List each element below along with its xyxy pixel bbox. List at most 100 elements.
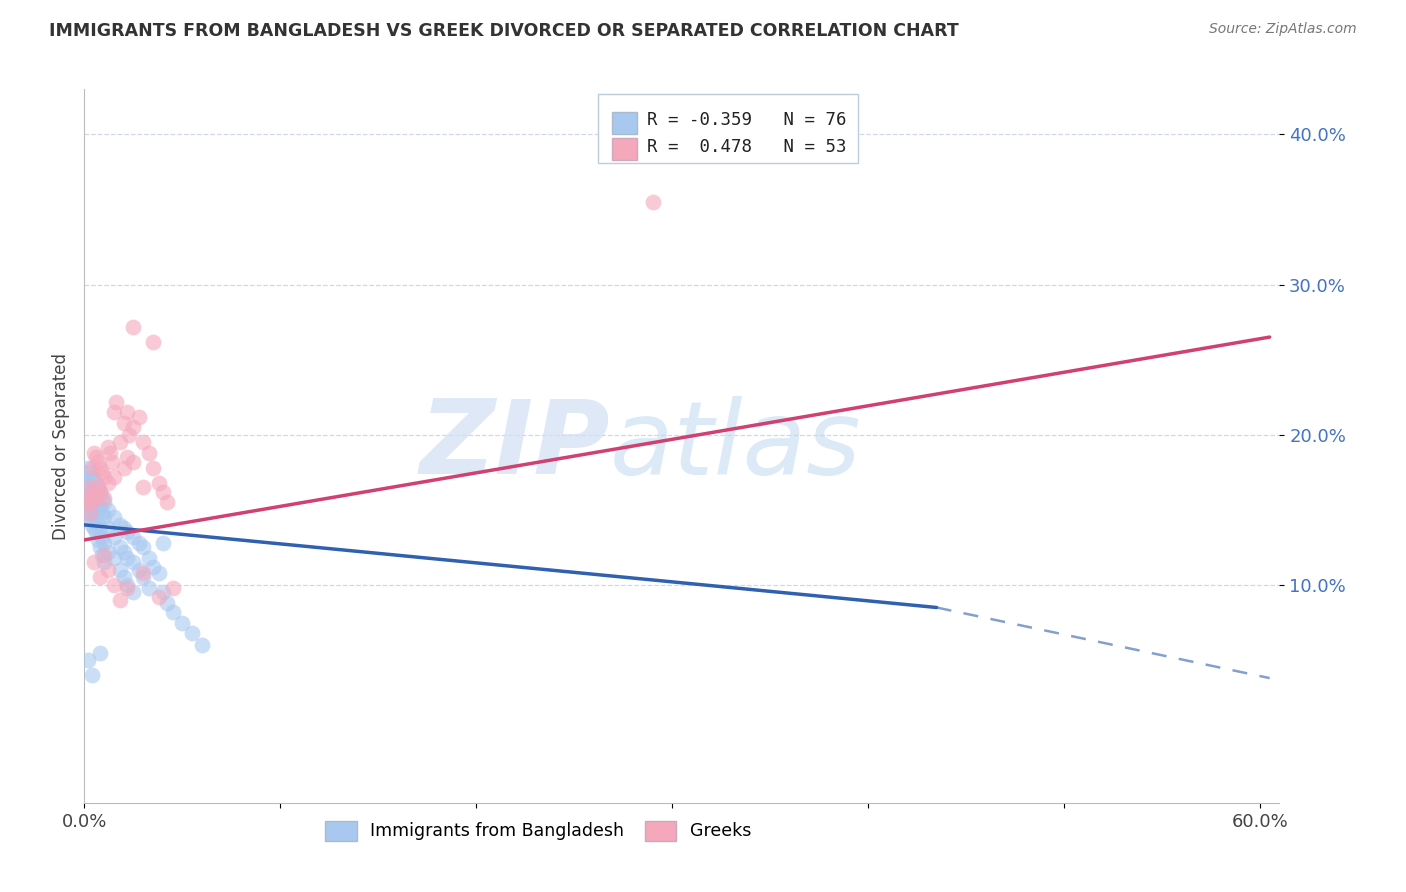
Text: ZIP: ZIP [419,395,610,497]
Point [83,503,105,517]
Point [142,460,165,475]
Point [97,440,120,454]
Point [117,581,139,595]
Point [93,536,115,550]
Text: IMMIGRANTS FROM BANGLADESH VS GREEK DIVORCED OR SEPARATED CORRELATION CHART: IMMIGRANTS FROM BANGLADESH VS GREEK DIVO… [49,22,959,40]
Point [82,460,104,475]
Point [132,541,155,555]
Text: R = -0.359   N = 76: R = -0.359 N = 76 [647,112,846,129]
Point [82,503,104,517]
Point [112,416,135,430]
Point [77,491,100,505]
Point [117,578,139,592]
Point [122,455,145,469]
Point [138,446,160,460]
Point [162,605,184,619]
Point [156,596,179,610]
Point [122,420,145,434]
Point [117,450,139,465]
Point [142,560,165,574]
Point [148,475,170,490]
Point [75,506,97,520]
Point [89,500,111,514]
Point [84,491,107,505]
Point [83,556,105,570]
Point [103,405,125,419]
Point [152,536,174,550]
Point [191,638,214,652]
Point [87,455,110,469]
Point [103,470,125,484]
Point [122,556,145,570]
Point [97,475,120,490]
Point [79,465,101,479]
Point [103,530,125,544]
Point [83,521,105,535]
Point [97,503,120,517]
Point [641,194,664,209]
Point [79,480,101,494]
Point [75,473,97,487]
Point [89,484,111,499]
Point [103,510,125,524]
Point [104,394,127,409]
Point [156,495,179,509]
Point [112,570,135,584]
Point [181,626,204,640]
Point [108,541,131,555]
Point [89,521,111,535]
Point [87,495,110,509]
Point [138,550,160,565]
Point [82,517,104,532]
Point [75,495,97,509]
Point [89,460,111,475]
Point [83,473,105,487]
Point [79,506,101,520]
Point [117,525,139,540]
Point [128,563,150,577]
Point [87,480,110,494]
Point [162,581,184,595]
Point [117,405,139,419]
Text: Source: ZipAtlas.com: Source: ZipAtlas.com [1209,22,1357,37]
Point [98,446,121,460]
Point [97,545,120,559]
Point [93,491,115,505]
Point [108,435,131,450]
Point [89,646,111,660]
Point [128,409,150,424]
Point [84,475,107,490]
Point [103,578,125,592]
Point [108,593,131,607]
Point [122,585,145,599]
Point [83,446,105,460]
Point [82,495,104,509]
Point [97,521,120,535]
Point [84,491,107,505]
Point [172,615,194,630]
Point [84,525,107,540]
Point [91,548,114,562]
Point [138,581,160,595]
Point [79,480,101,494]
Point [101,455,124,469]
Point [128,536,150,550]
Point [112,545,135,559]
Point [79,510,101,524]
Point [152,484,174,499]
Point [132,570,155,584]
Point [77,475,100,490]
Point [103,550,125,565]
Point [83,484,105,499]
Point [148,590,170,604]
Y-axis label: Divorced or Separated: Divorced or Separated [52,352,70,540]
Point [82,668,104,682]
Point [132,435,155,450]
Point [91,491,114,505]
Point [77,506,100,520]
Point [91,465,114,479]
Point [118,427,141,442]
Text: R =  0.478   N = 53: R = 0.478 N = 53 [647,137,846,155]
Point [152,585,174,599]
Point [75,491,97,505]
